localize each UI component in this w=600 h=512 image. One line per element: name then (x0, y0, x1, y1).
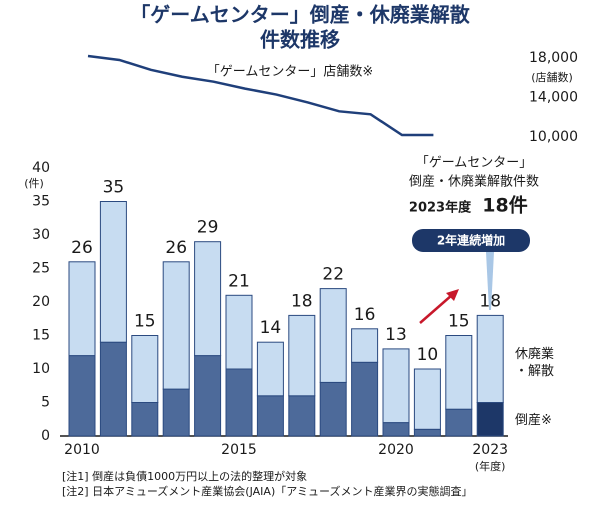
bar-segment (382, 422, 410, 437)
y-tick-label: 35 (32, 194, 50, 210)
total-label: 14 (260, 318, 282, 338)
chart-title: 「ゲームセンター」倒産・休廃業解散 (130, 3, 470, 27)
y2-tick-label: 18,000 (529, 50, 578, 66)
y2-axis-unit: (店舗数) (531, 70, 573, 84)
bar-segment (476, 402, 504, 437)
bar-segment (225, 294, 253, 370)
bar-segment (256, 395, 284, 437)
callout-text: 「ゲームセンター」 (416, 156, 533, 171)
trend-arrow (419, 294, 453, 324)
bar-segment (99, 201, 127, 343)
bar-segment (68, 355, 96, 437)
x-tick-label: 2020 (378, 442, 414, 458)
y-tick-label: 0 (41, 428, 50, 444)
bar-segment (256, 341, 284, 397)
bar-segment (445, 408, 473, 437)
y-tick-label: 25 (32, 261, 50, 277)
callout-year: 2023年度 (409, 200, 472, 216)
total-label: 16 (354, 305, 376, 325)
legend-label: 倒産※ (515, 413, 552, 428)
y-tick-label: 15 (32, 328, 50, 344)
chart-title: 件数推移 (260, 28, 340, 52)
y-tick-label: 20 (32, 294, 50, 310)
line-label: 「ゲームセンター」店舗数※ (207, 65, 374, 80)
bar-segment (68, 261, 96, 357)
bar-segment (319, 288, 347, 383)
x-tick-label: 2015 (221, 442, 257, 458)
bar-segment (288, 395, 316, 437)
total-label: 22 (322, 265, 344, 285)
bar-segment (131, 335, 159, 403)
total-label: 26 (165, 238, 187, 258)
badge-label: 2年連続増加 (437, 233, 505, 248)
total-label: 18 (291, 291, 313, 311)
bar-segment (194, 241, 222, 357)
total-label: 21 (228, 271, 250, 291)
x-tick-label: 2023 (472, 442, 508, 458)
bar-segment (288, 314, 316, 397)
total-label: 15 (448, 312, 470, 332)
y-tick-label: 30 (32, 227, 50, 243)
y-axis-unit: (件) (24, 177, 44, 190)
y-tick-label: 10 (32, 361, 50, 377)
note: [注2] 日本アミューズメント産業協会(JAIA)「アミューズメント産業界の実態… (62, 484, 472, 498)
bar-segment (382, 348, 410, 424)
bar-segment (225, 368, 253, 437)
bar-segment (162, 261, 190, 390)
callout-value: 18件 (482, 194, 527, 217)
bar-segment (413, 368, 441, 430)
badge-pointer (486, 252, 494, 310)
callout-text: 倒産・休廃業解散件数 (409, 174, 539, 190)
y-tick-label: 40 (32, 160, 50, 176)
y2-tick-label: 14,000 (529, 90, 578, 106)
bar-segment (445, 335, 473, 410)
bar-segment (476, 314, 504, 403)
bar-segment (131, 402, 159, 437)
bar-segment (162, 388, 190, 437)
total-label: 26 (71, 238, 93, 258)
store-line (87, 54, 434, 137)
y-tick-label: 5 (41, 395, 50, 411)
total-label: 10 (417, 345, 439, 365)
bar-segment (319, 381, 347, 437)
badge (412, 229, 530, 252)
legend-label: 休廃業・解散 (515, 347, 555, 379)
bar-segment (351, 361, 379, 437)
bar-segment (194, 355, 222, 437)
total-label: 35 (103, 178, 125, 198)
bar-segment (413, 428, 441, 437)
bar-segment (351, 328, 379, 363)
total-label: 18 (479, 291, 501, 311)
bar-segment (99, 341, 127, 437)
y2-tick-label: 10,000 (529, 129, 578, 145)
total-label: 13 (385, 325, 407, 345)
x-axis-unit: (年度) (475, 459, 506, 473)
trend-arrow-head (446, 289, 459, 301)
x-tick-label: 2010 (64, 442, 100, 458)
total-label: 15 (134, 312, 156, 332)
total-label: 29 (197, 218, 219, 238)
note: [注1] 倒産は負債1000万円以上の法的整理が対象 (62, 469, 307, 483)
